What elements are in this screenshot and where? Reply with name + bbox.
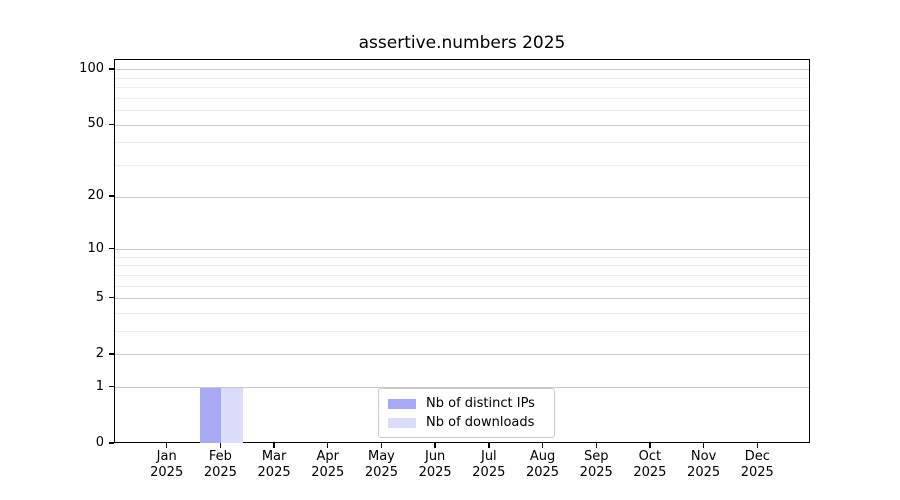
x-tick-label-nov: Nov 2025: [687, 449, 721, 480]
x-tick-mark-jul: [488, 443, 490, 448]
gridline-minor-40: [115, 142, 809, 144]
x-tick-label-jun: Jun 2025: [418, 449, 452, 480]
x-tick-label-mar: Mar 2025: [257, 449, 291, 480]
x-tick-mark-sep: [595, 443, 597, 448]
y-tick-mark-20: [109, 195, 114, 197]
y-tick-mark-1: [109, 386, 114, 388]
legend-item-downloads: Nb of downloads: [388, 414, 545, 431]
x-tick-mark-apr: [327, 443, 329, 448]
gridline-major-5: [115, 298, 809, 300]
x-tick-mark-dec: [756, 443, 758, 448]
x-tick-label-sep: Sep 2025: [579, 449, 613, 480]
legend-swatch-distinct-ips-icon: [388, 398, 416, 409]
gridline-minor-30: [115, 165, 809, 167]
bar-nb-of-downloads-feb: [221, 387, 243, 443]
y-tick-mark-5: [109, 297, 114, 299]
legend: Nb of distinct IPs Nb of downloads: [378, 388, 555, 438]
y-tick-label-1: 1: [95, 378, 104, 394]
gridline-minor-70: [115, 97, 809, 99]
legend-label-distinct-ips: Nb of distinct IPs: [426, 396, 535, 411]
gridline-major-2: [115, 354, 809, 356]
x-tick-label-oct: Oct 2025: [633, 449, 667, 480]
y-tick-label-5: 5: [95, 289, 104, 305]
legend-item-distinct-ips: Nb of distinct IPs: [388, 395, 545, 412]
gridline-minor-90: [115, 77, 809, 79]
y-tick-label-0: 0: [95, 435, 104, 450]
x-tick-label-dec: Dec 2025: [740, 449, 774, 480]
y-tick-label-2: 2: [95, 345, 104, 361]
gridline-minor-8: [115, 265, 809, 267]
gridline-major-10: [115, 249, 809, 251]
gridline-major-100: [115, 69, 809, 71]
gridline-minor-3: [115, 331, 809, 333]
chart-title: assertive.numbers 2025: [358, 33, 566, 53]
x-tick-label-aug: Aug 2025: [525, 449, 560, 480]
gridline-minor-80: [115, 87, 809, 89]
y-tick-mark-100: [109, 68, 114, 70]
x-tick-mark-jan: [166, 443, 168, 448]
x-tick-mark-mar: [273, 443, 275, 448]
y-tick-mark-50: [109, 123, 114, 125]
x-tick-mark-oct: [649, 443, 651, 448]
bar-nb-of-distinct-ips-feb: [199, 387, 222, 443]
gridline-major-20: [115, 196, 809, 198]
legend-swatch-downloads-icon: [388, 417, 416, 428]
gridline-minor-6: [115, 285, 809, 287]
y-tick-label-20: 20: [87, 188, 104, 204]
y-tick-mark-0: [109, 442, 114, 444]
x-tick-mark-may: [380, 443, 383, 448]
y-tick-mark-10: [109, 247, 114, 250]
gridline-minor-4: [115, 313, 809, 314]
x-tick-label-feb: Feb 2025: [203, 449, 237, 480]
x-tick-label-jul: Jul 2025: [472, 449, 506, 480]
x-tick-mark-nov: [702, 443, 705, 448]
y-tick-label-10: 10: [87, 240, 104, 256]
legend-label-downloads: Nb of downloads: [426, 415, 535, 430]
x-tick-mark-jun: [434, 443, 436, 448]
x-tick-mark-aug: [541, 443, 544, 448]
gridline-minor-9: [115, 256, 809, 258]
x-tick-label-apr: Apr 2025: [311, 449, 345, 480]
x-tick-mark-feb: [219, 443, 222, 448]
gridline-major-50: [115, 124, 809, 126]
x-tick-label-jan: Jan 2025: [150, 449, 184, 480]
gridline-major-1: [115, 387, 809, 389]
y-tick-label-50: 50: [87, 116, 104, 132]
y-tick-label-100: 100: [79, 60, 104, 76]
gridline-minor-60: [115, 110, 809, 112]
plot-area: [114, 59, 810, 443]
gridline-minor-7: [115, 274, 809, 276]
y-tick-mark-2: [109, 353, 114, 355]
x-tick-label-may: May 2025: [364, 449, 398, 480]
